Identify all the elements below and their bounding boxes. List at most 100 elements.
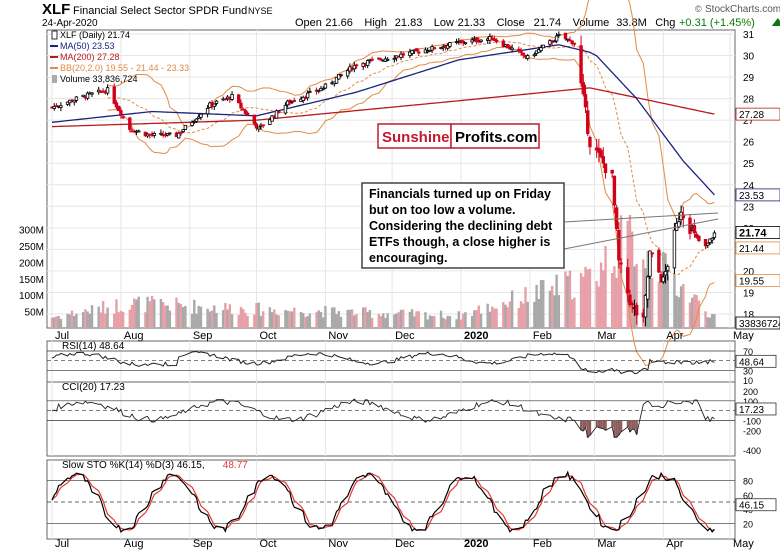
time-label: Dec	[395, 538, 415, 550]
cci-negative-fill	[627, 421, 629, 428]
volume-legend-icon	[52, 75, 57, 83]
volume-bar	[584, 267, 586, 328]
candle-body	[689, 218, 692, 234]
volume-bar	[464, 312, 466, 328]
legend-entry: XLF (Daily) 21.74	[60, 30, 130, 40]
volume-tick-label: 200M	[19, 258, 44, 269]
candle-body	[580, 46, 583, 83]
candle-body	[646, 277, 649, 299]
volume-bar	[564, 272, 566, 328]
time-label: Feb	[533, 538, 552, 550]
volume-bar	[426, 319, 428, 328]
volume-bar	[55, 316, 57, 328]
candle-legend-icon	[52, 31, 57, 39]
volume-bar	[518, 308, 520, 328]
volume-bar	[133, 299, 135, 328]
candle-body	[658, 250, 661, 272]
time-label: Apr	[666, 538, 683, 550]
volume-bar	[226, 310, 228, 328]
volume-bar	[660, 282, 662, 328]
volume-bar	[89, 314, 91, 328]
volume-bar	[495, 309, 497, 328]
volume-bar	[386, 313, 388, 328]
volume-bar	[289, 311, 291, 328]
time-label: Aug	[124, 330, 144, 342]
cci-negative-fill	[631, 421, 633, 430]
candle-body	[584, 95, 587, 108]
chart-date: 24-Apr-2020	[42, 18, 98, 29]
volume-bar	[137, 297, 139, 328]
candle-body	[480, 40, 483, 41]
volume-bar	[302, 313, 304, 328]
volume-bar	[527, 302, 529, 328]
volume-bar	[442, 318, 444, 328]
volume-bar	[318, 310, 320, 328]
volume-bar	[395, 313, 397, 328]
legend-entry: BB(20,2.0) 19.55 - 21.44 - 23.33	[60, 63, 189, 73]
rsi-tag: 48.64	[739, 357, 764, 368]
candle-body	[386, 59, 389, 60]
volume-bar	[491, 307, 493, 328]
cci-negative-fill	[600, 421, 602, 429]
stockcharts-brand[interactable]: StockCharts.com	[705, 4, 780, 15]
volume-bar	[558, 295, 560, 328]
candle-body	[322, 88, 325, 89]
volume-bar	[673, 274, 675, 328]
volume-bar	[589, 269, 591, 328]
volume-bar	[535, 285, 537, 328]
volume-bar	[555, 275, 557, 328]
volume-bar	[458, 311, 460, 328]
volume-bar	[680, 286, 682, 328]
candle-body	[262, 125, 265, 126]
volume-bar	[569, 271, 571, 328]
legend-entry: Volume 33,836,724	[60, 74, 138, 84]
volume-bar	[598, 286, 600, 328]
volume-tick-label: 250M	[19, 242, 44, 253]
volume-bar	[631, 231, 633, 328]
candle-body	[589, 137, 592, 146]
stat-value-close: 21.74	[534, 17, 562, 29]
cci-negative-fill	[602, 421, 604, 429]
volume-bar	[324, 306, 326, 328]
candle-body	[520, 50, 523, 52]
volume-bar	[473, 310, 475, 328]
candle-body	[213, 104, 216, 106]
volume-tick-label: 50M	[25, 308, 44, 319]
cci-negative-fill	[589, 421, 591, 436]
volume-bar	[446, 316, 448, 328]
volume-bar	[471, 316, 473, 328]
stat-value-low: 21.33	[458, 17, 486, 29]
candle-body	[340, 75, 343, 76]
volume-bar	[582, 277, 584, 328]
candle-body	[246, 113, 249, 115]
indicator-label-d: 48.77	[223, 460, 248, 471]
time-label: Aug	[124, 538, 144, 550]
volume-bar	[304, 317, 306, 328]
cci-tick-label: -200	[743, 426, 761, 436]
volume-bar	[84, 309, 86, 328]
cci-tag: 17.23	[739, 405, 764, 416]
price-tick-label: 19	[743, 288, 755, 299]
cci-tick-label: -100	[743, 417, 761, 427]
stat-label-chg: Chg	[655, 17, 675, 29]
volume-bar	[520, 301, 522, 328]
volume-bar	[51, 318, 53, 328]
cci-tick-label: -400	[743, 446, 761, 456]
cci-negative-fill	[611, 421, 613, 427]
volume-bar	[480, 314, 482, 328]
ticker-symbol: XLF	[42, 1, 70, 18]
time-label: Oct	[260, 330, 277, 342]
cci-negative-fill	[598, 421, 600, 428]
volume-bar	[258, 303, 260, 328]
candle-body	[631, 304, 634, 305]
volume-bar	[658, 282, 660, 328]
candle-body	[449, 43, 452, 47]
candle-body	[615, 208, 618, 229]
volume-bar	[222, 310, 224, 328]
volume-bar	[213, 305, 215, 328]
candle-body	[542, 45, 545, 48]
volume-bar	[691, 298, 693, 328]
cci-tick-label: 200	[743, 387, 758, 397]
volume-bar	[682, 284, 684, 328]
